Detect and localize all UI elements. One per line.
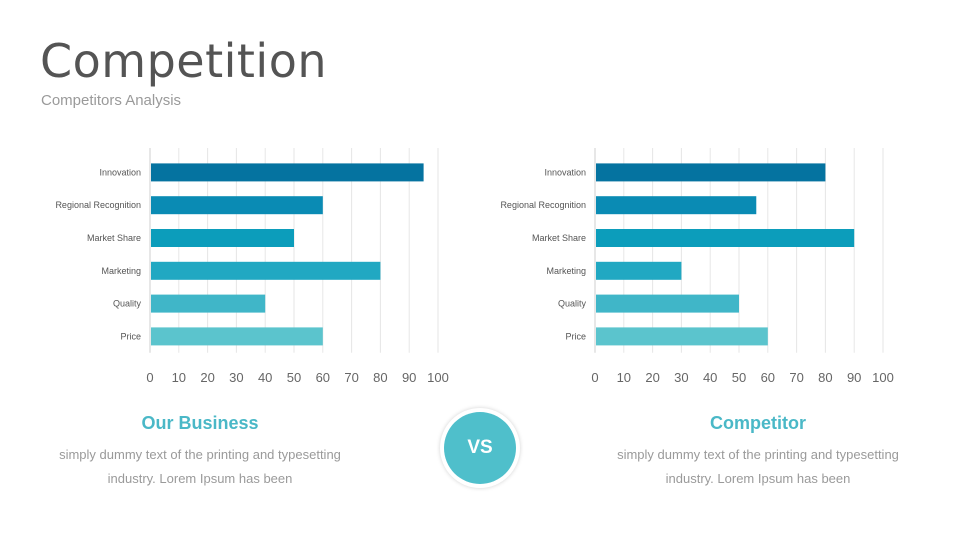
x-tick-label: 40	[258, 370, 272, 385]
category-label: Quality	[113, 299, 142, 309]
x-tick-label: 50	[287, 370, 301, 385]
x-tick-label: 90	[402, 370, 416, 385]
x-tick-label: 80	[373, 370, 387, 385]
category-label: Quality	[558, 299, 587, 309]
category-label: Marketing	[546, 266, 586, 276]
bar-marketing	[151, 261, 381, 280]
x-tick-label: 20	[200, 370, 214, 385]
bar-market-share	[151, 229, 294, 247]
our-business-text-line-2: industry. Lorem Ipsum has been	[107, 471, 293, 486]
x-tick-label: 20	[645, 370, 659, 385]
x-tick-label: 10	[617, 370, 631, 385]
category-label: Price	[120, 331, 141, 341]
category-label: Regional Recognition	[55, 200, 141, 210]
x-tick-label: 0	[591, 370, 598, 385]
x-tick-label: 30	[674, 370, 688, 385]
bar-quality	[596, 294, 739, 313]
x-tick-label: 30	[229, 370, 243, 385]
x-tick-label: 60	[316, 370, 330, 385]
bar-regional-recognition	[151, 196, 323, 215]
competitor-text-line-1: simply dummy text of the printing and ty…	[617, 447, 899, 462]
bar-innovation	[151, 163, 424, 182]
x-tick-label: 50	[732, 370, 746, 385]
category-label: Price	[565, 331, 586, 341]
competitor-bar-chart: Innovation Regional Recognition Market Sha…	[500, 148, 894, 385]
category-label: Marketing	[101, 266, 141, 276]
x-tick-label: 90	[847, 370, 861, 385]
bar-regional-recognition	[596, 196, 757, 215]
category-label: Market Share	[87, 233, 141, 243]
page-title: Competition	[40, 34, 328, 88]
x-tick-label: 0	[146, 370, 153, 385]
vs-badge: VS	[444, 412, 516, 484]
category-label: Innovation	[99, 167, 141, 177]
x-tick-label: 60	[761, 370, 775, 385]
competitor-description: simply dummy text of the printing and ty…	[598, 443, 918, 491]
category-label: Innovation	[544, 167, 586, 177]
x-tick-label: 70	[789, 370, 803, 385]
x-tick-label: 40	[703, 370, 717, 385]
x-tick-label: 80	[818, 370, 832, 385]
page-subtitle: Competitors Analysis	[41, 92, 182, 109]
category-label: Market Share	[532, 233, 586, 243]
bar-price	[596, 327, 768, 346]
bar-market-share	[596, 229, 855, 247]
bar-price	[151, 327, 323, 346]
x-tick-label: 70	[344, 370, 358, 385]
competitor-text-line-2: industry. Lorem Ipsum has been	[665, 471, 851, 486]
our-business-title: Our Business	[141, 413, 259, 433]
category-label: Regional Recognition	[500, 200, 586, 210]
our-business-description: simply dummy text of the printing and ty…	[40, 443, 360, 491]
x-tick-label: 100	[872, 370, 894, 385]
competitor-title: Competitor	[710, 413, 806, 433]
bar-innovation	[596, 163, 826, 182]
our-business-text-line-1: simply dummy text of the printing and ty…	[59, 447, 341, 462]
x-tick-label: 10	[172, 370, 186, 385]
bar-quality	[151, 294, 266, 313]
x-tick-label: 100	[427, 370, 449, 385]
our-business-bar-chart: Innovation Regional Recognition Market Sha…	[55, 148, 449, 385]
bar-marketing	[596, 261, 682, 280]
